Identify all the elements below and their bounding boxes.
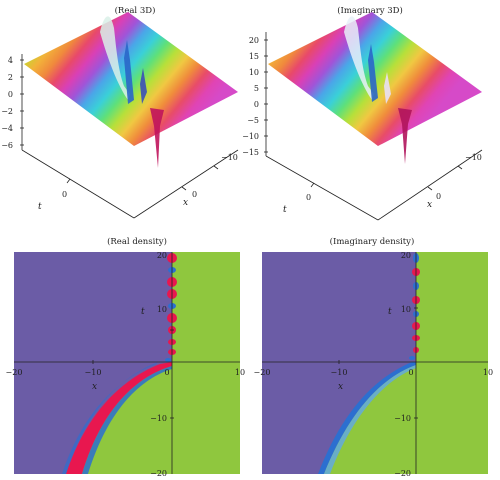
z-tick: −2 xyxy=(1,107,13,116)
wave-front-edge xyxy=(82,366,172,474)
density-region-lower xyxy=(322,362,416,474)
panel-imaginary-3d: (Imaginary 3D) 20 15 10 5 0 −5 −10 −15 xyxy=(242,5,483,221)
t-axis-label: t xyxy=(38,202,42,212)
wave-front-edge xyxy=(324,365,416,474)
z-tick: 4 xyxy=(8,56,13,65)
density-region-right xyxy=(416,252,488,474)
trough-spike xyxy=(398,108,412,164)
x-tick: −10 xyxy=(331,368,348,377)
x-axis-label: x xyxy=(427,200,432,210)
z-tick: −4 xyxy=(1,124,13,133)
z-tick: −5 xyxy=(247,116,259,125)
z-tick: −15 xyxy=(242,148,259,157)
t-tick: 0 xyxy=(306,193,311,202)
panel-title: (Imaginary 3D) xyxy=(337,5,403,16)
t-tick: 0 xyxy=(62,190,67,199)
z-tick: 2 xyxy=(8,73,13,82)
panel-title: (Imaginary density) xyxy=(330,236,415,247)
peak-spike xyxy=(124,40,134,104)
peak-spike xyxy=(368,44,378,102)
z-tick: 20 xyxy=(249,36,259,45)
wave-front xyxy=(66,362,172,474)
t-axis-label: t xyxy=(388,307,392,317)
x-tick: 0 xyxy=(436,192,441,201)
density-axes: −20 −10 0 10 x t 20 10 −10 −20 xyxy=(6,251,246,478)
wave-front xyxy=(318,362,416,474)
peak-ridge xyxy=(344,16,374,100)
y-tick: 10 xyxy=(401,305,411,314)
x-axis-label: x xyxy=(338,382,343,392)
x-tick: −10 xyxy=(465,153,482,162)
z-tick: 15 xyxy=(249,52,259,61)
x-tick: −20 xyxy=(254,368,271,377)
panel-title: (Real 3D) xyxy=(115,5,156,16)
panel-imaginary-density: (Imaginary density) −20 −10 0 10 xyxy=(254,236,494,478)
density-region-lower xyxy=(76,362,172,474)
base-axes: t 0 x 0 −10 xyxy=(265,149,483,221)
y-tick: −10 xyxy=(150,414,167,423)
y-tick: −20 xyxy=(150,469,167,478)
x-axis-label: x xyxy=(92,382,97,392)
x-tick: 10 xyxy=(235,368,245,377)
z-tick: 0 xyxy=(8,90,13,99)
x-tick: 0 xyxy=(164,368,169,377)
y-tick: 20 xyxy=(401,251,411,260)
z-tick: 0 xyxy=(254,100,259,109)
y-tick: 10 xyxy=(157,305,167,314)
x-axis-label: x xyxy=(183,198,188,208)
x-tick: 0 xyxy=(192,190,197,199)
y-tick: 20 xyxy=(157,251,167,260)
z-axis: 4 2 0 −2 −4 −6 xyxy=(1,54,24,150)
peak-spike xyxy=(140,68,147,104)
z-tick: −10 xyxy=(242,132,259,141)
peak-spike xyxy=(384,72,391,104)
density-axes: −20 −10 0 10 x t 20 10 −10 −20 xyxy=(254,251,494,478)
panel-title: (Real density) xyxy=(107,236,167,247)
y-tick: −10 xyxy=(394,414,411,423)
base-axes: t 0 x 0 −10 xyxy=(21,149,239,219)
t-axis-label: t xyxy=(141,307,145,317)
x-tick: −20 xyxy=(6,368,23,377)
peak-ridge xyxy=(100,16,130,100)
z-tick: 10 xyxy=(249,68,259,77)
x-tick: 0 xyxy=(408,368,413,377)
x-tick: −10 xyxy=(85,368,102,377)
z-axis: 20 15 10 5 0 −5 −10 −15 xyxy=(242,32,268,157)
t-axis-label: t xyxy=(283,205,287,215)
trough-spike xyxy=(150,108,164,168)
density-region-right xyxy=(172,252,240,474)
x-tick: 10 xyxy=(483,368,493,377)
y-tick: −20 xyxy=(394,469,411,478)
panel-real-3d: (Real 3D) 4 2 0 −2 −4 −6 xyxy=(1,5,239,219)
z-tick: 5 xyxy=(254,84,259,93)
x-tick: −10 xyxy=(221,153,238,162)
z-tick: −6 xyxy=(1,141,13,150)
panel-real-density: (Real density) −20 xyxy=(6,236,246,478)
